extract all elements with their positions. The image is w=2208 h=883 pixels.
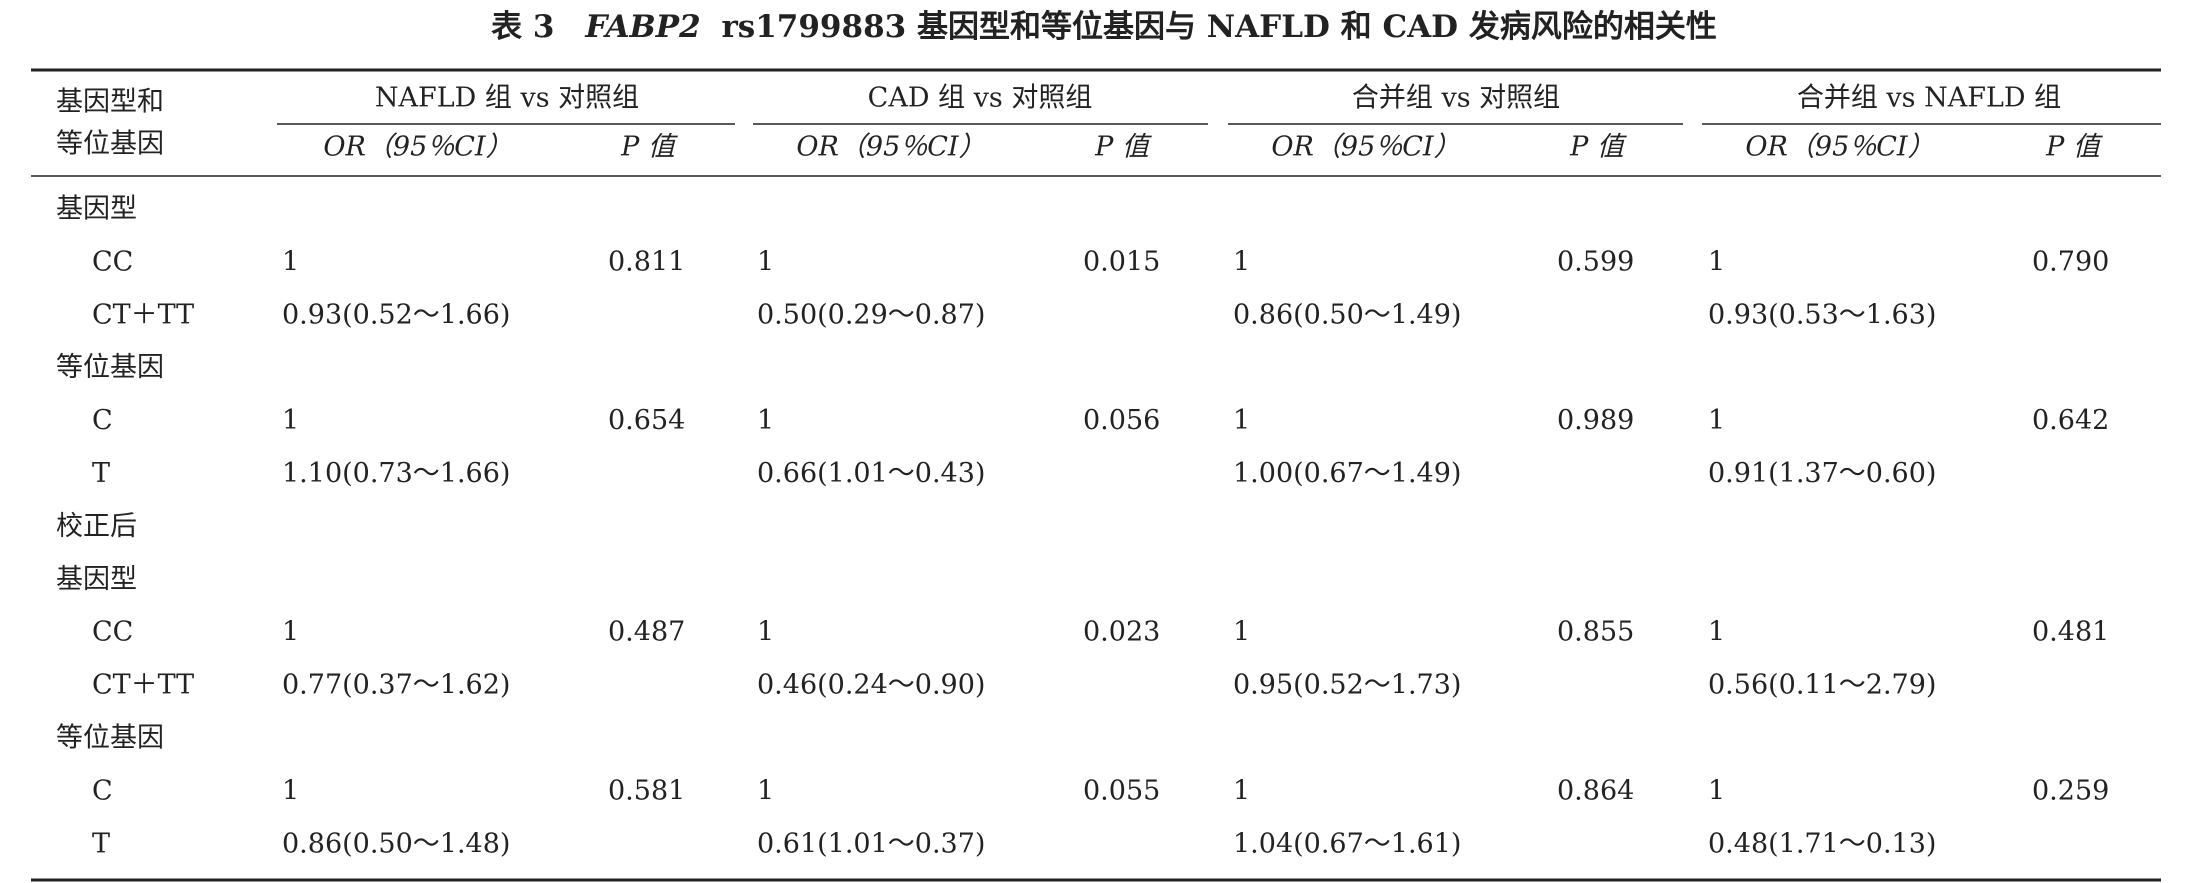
group-header: NAFLD 组 vs 对照组 [375, 83, 639, 114]
subheader: P 值 [620, 132, 679, 163]
subheader: OR（95％CI） [1271, 132, 1460, 163]
p-cell: 0.654 [608, 405, 685, 436]
subheader: P 值 [1569, 132, 1628, 163]
or-cell: 1 [282, 775, 299, 806]
p-cell: 0.599 [1557, 246, 1634, 277]
or-cell: 0.91(1.37～0.60) [1708, 458, 1936, 489]
section-label: 校正后 [56, 511, 137, 542]
or-cell: 1 [282, 405, 299, 436]
or-cell: 1 [757, 775, 774, 806]
group-header: CAD 组 vs 对照组 [868, 83, 1093, 114]
or-cell: 0.86(0.50～1.48) [282, 828, 510, 859]
subheader: OR（95％CI） [1745, 132, 1934, 163]
subheader: P 值 [1094, 132, 1153, 163]
or-cell: 1.00(0.67～1.49) [1233, 458, 1461, 489]
p-cell: 0.487 [608, 617, 685, 648]
or-cell: 1 [757, 617, 774, 648]
subheader: OR（95％CI） [796, 132, 985, 163]
p-cell: 0.989 [1557, 405, 1634, 436]
p-cell: 0.481 [2032, 617, 2109, 648]
or-cell: 0.95(0.52～1.73) [1233, 670, 1461, 701]
or-cell: 1 [757, 405, 774, 436]
or-cell: 1 [282, 246, 299, 277]
p-cell: 0.023 [1083, 617, 1160, 648]
or-cell: 1 [1233, 775, 1250, 806]
or-cell: 1 [282, 617, 299, 648]
p-cell: 0.259 [2032, 775, 2109, 806]
row-label: T [92, 458, 110, 489]
row-label: CT＋TT [92, 670, 194, 701]
or-cell: 0.66(1.01～0.43) [757, 458, 985, 489]
or-cell: 0.50(0.29～0.87) [757, 299, 985, 330]
section-label: 基因型 [56, 564, 137, 595]
title-gene: FABP2 [584, 9, 700, 45]
row-label: T [92, 828, 110, 859]
or-cell: 0.93(0.53～1.63) [1708, 299, 1936, 330]
stub-header: 等位基因 [56, 129, 164, 160]
or-cell: 0.61(1.01～0.37) [757, 828, 985, 859]
or-cell: 0.93(0.52～1.66) [282, 299, 510, 330]
p-cell: 0.056 [1083, 405, 1160, 436]
p-cell: 0.015 [1083, 246, 1160, 277]
section-label: 等位基因 [56, 723, 164, 754]
or-cell: 1 [1233, 246, 1250, 277]
row-label: CC [92, 246, 133, 277]
title-label: 表 3 [491, 9, 554, 45]
table-title: 表 3 FABP2 rs1799883 基因型和等位基因与 NAFLD 和 CA… [491, 9, 1717, 45]
or-cell: 0.48(1.71～0.13) [1708, 828, 1936, 859]
title-text: rs1799883 基因型和等位基因与 NAFLD 和 CAD 发病风险的相关性 [721, 9, 1716, 45]
or-cell: 1.04(0.67～1.61) [1233, 828, 1461, 859]
group-header: 合并组 vs 对照组 [1352, 83, 1560, 114]
or-cell: 1 [1233, 617, 1250, 648]
row-label: CC [92, 617, 133, 648]
or-cell: 0.46(0.24～0.90) [757, 670, 985, 701]
or-cell: 0.86(0.50～1.49) [1233, 299, 1461, 330]
subheader: P 值 [2045, 132, 2104, 163]
or-cell: 0.77(0.37～1.62) [282, 670, 510, 701]
row-label: C [92, 405, 113, 436]
subheader: OR（95％CI） [323, 132, 512, 163]
section-label: 等位基因 [56, 352, 164, 383]
or-cell: 1 [1708, 405, 1725, 436]
or-cell: 1 [1708, 775, 1725, 806]
or-cell: 0.56(0.11～2.79) [1708, 670, 1936, 701]
or-cell: 1 [1708, 246, 1725, 277]
p-cell: 0.055 [1083, 775, 1160, 806]
p-cell: 0.790 [2032, 246, 2109, 277]
or-cell: 1 [1708, 617, 1725, 648]
p-cell: 0.581 [608, 775, 685, 806]
row-label: CT＋TT [92, 299, 194, 330]
p-cell: 0.855 [1557, 617, 1634, 648]
stub-header: 基因型和 [56, 87, 164, 118]
p-cell: 0.864 [1557, 775, 1634, 806]
group-header: 合并组 vs NAFLD 组 [1797, 83, 2061, 114]
or-cell: 1 [757, 246, 774, 277]
row-label: C [92, 775, 113, 806]
p-cell: 0.642 [2032, 405, 2109, 436]
section-label: 基因型 [56, 194, 137, 225]
or-cell: 1.10(0.73～1.66) [282, 458, 510, 489]
or-cell: 1 [1233, 405, 1250, 436]
p-cell: 0.811 [608, 246, 685, 277]
